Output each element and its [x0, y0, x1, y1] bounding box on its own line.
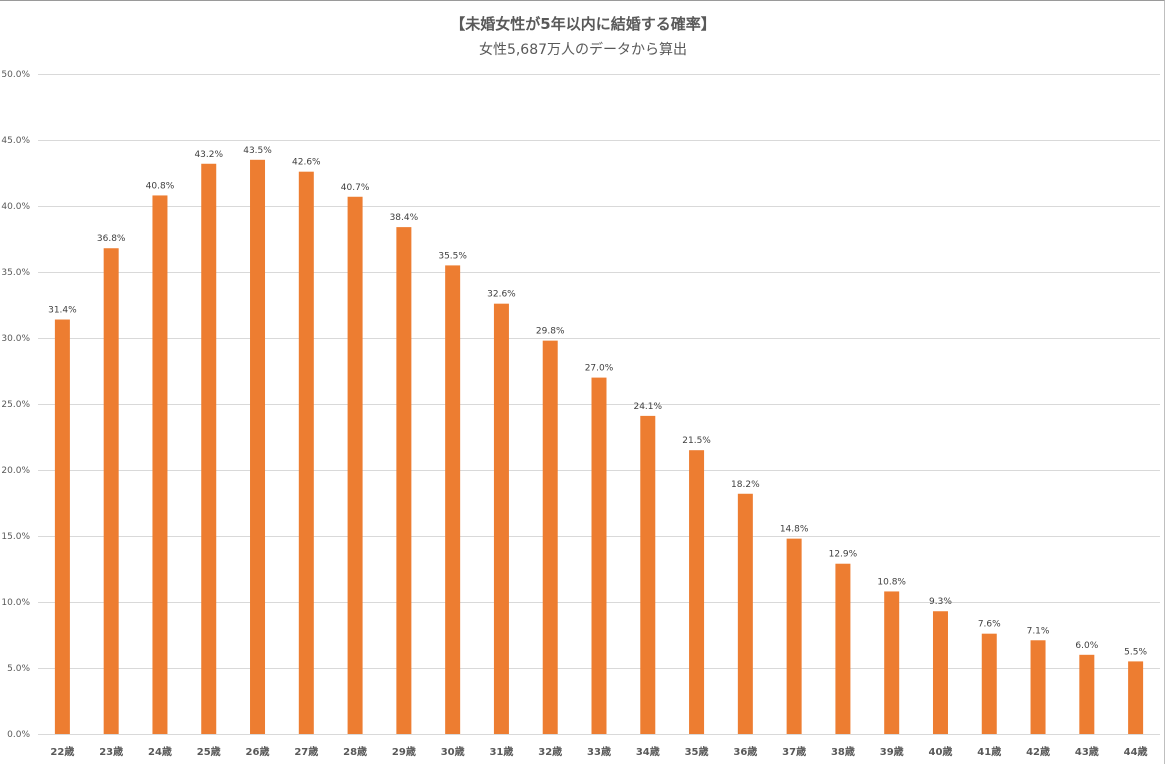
x-axis-category-labels: 22歳 23歳 24歳 25歳 26歳 27歳 28歳 29歳 30歳 31歳 32歳 33歳 34歳 3…: [50, 745, 1147, 758]
bar: [152, 195, 168, 734]
bar-data-label: 9.3%: [929, 597, 952, 607]
bar: [591, 377, 607, 734]
x-category-label: 27歳: [294, 745, 318, 758]
data-labels: 31.4% 36.8% 40.8% 43.2% 43.5% 42.6% 40.7% 38.4%…: [48, 146, 1147, 658]
y-tick-label: 50.0%: [1, 70, 30, 80]
x-category-label: 30歳: [441, 745, 465, 758]
bar: [250, 159, 266, 735]
x-category-label: 29歳: [392, 745, 416, 758]
bar-data-label: 10.8%: [877, 577, 906, 587]
bar-data-label: 36.8%: [97, 234, 126, 244]
bar: [1079, 654, 1095, 734]
bar-data-label: 7.6%: [978, 620, 1001, 630]
y-tick-label: 5.0%: [7, 664, 30, 674]
x-category-label: 34歳: [636, 745, 660, 758]
y-tick-label: 40.0%: [1, 202, 30, 212]
bar-data-label: 5.5%: [1124, 647, 1147, 657]
y-tick-label: 30.0%: [1, 334, 30, 344]
bar-data-label: 42.6%: [292, 158, 321, 168]
x-category-label: 33歳: [587, 745, 611, 758]
bar-data-label: 43.2%: [194, 150, 223, 160]
y-tick-label: 15.0%: [1, 532, 30, 542]
bar-data-label: 40.7%: [341, 183, 370, 193]
bar-data-label: 40.8%: [146, 181, 175, 191]
x-category-label: 43歳: [1075, 745, 1099, 758]
bar: [786, 538, 802, 734]
bars: [54, 159, 1144, 735]
bar-data-label: 38.4%: [390, 213, 419, 223]
x-category-label: 28歳: [343, 745, 367, 758]
bar: [54, 319, 70, 734]
bar-data-label: 32.6%: [487, 290, 516, 300]
bar-data-label: 24.1%: [633, 402, 662, 412]
x-category-label: 36歳: [733, 745, 757, 758]
bar: [1128, 661, 1144, 734]
x-category-label: 24歳: [148, 745, 172, 758]
y-tick-label: 0.0%: [7, 730, 30, 740]
chart-subtitle: 女性5,687万人のデータから算出: [478, 42, 688, 58]
x-category-label: 35歳: [685, 745, 709, 758]
bar-data-label: 21.5%: [682, 436, 711, 446]
x-category-label: 38歳: [831, 745, 855, 758]
chart-title: 【未婚女性が5年以内に結婚する確率】: [450, 15, 716, 33]
bar: [884, 591, 900, 734]
bar: [640, 415, 656, 734]
bar: [201, 163, 217, 734]
y-tick-label: 35.0%: [1, 268, 30, 278]
gridlines: [38, 74, 1160, 735]
bar-data-label: 14.8%: [780, 525, 809, 535]
x-category-label: 41歳: [977, 745, 1001, 758]
y-tick-label: 25.0%: [1, 400, 30, 410]
bar: [298, 171, 314, 734]
y-tick-label: 10.0%: [1, 598, 30, 608]
bar-data-label: 12.9%: [829, 550, 858, 560]
bar-data-label: 18.2%: [731, 480, 760, 490]
bar-data-label: 35.5%: [438, 251, 467, 261]
x-category-label: 25歳: [197, 745, 221, 758]
x-category-label: 37歳: [782, 745, 806, 758]
x-category-label: 39歳: [880, 745, 904, 758]
bar: [103, 248, 119, 735]
x-category-label: 40歳: [929, 745, 953, 758]
y-tick-label: 20.0%: [1, 466, 30, 476]
x-category-label: 23歳: [99, 745, 123, 758]
bar-data-label: 29.8%: [536, 327, 565, 337]
x-category-label: 44歳: [1124, 745, 1148, 758]
bar: [493, 303, 509, 734]
bar: [1030, 640, 1046, 734]
bar: [835, 563, 851, 734]
bar: [932, 611, 948, 734]
bar-data-label: 6.0%: [1075, 641, 1098, 651]
y-tick-label: 45.0%: [1, 136, 30, 146]
bar: [396, 227, 412, 734]
y-axis-tick-labels: 0.0% 5.0% 10.0% 15.0% 20.0% 25.0% 30.0% 35.0% 40…: [1, 70, 30, 740]
bar: [737, 493, 753, 734]
bar: [542, 340, 558, 734]
x-category-label: 42歳: [1026, 745, 1050, 758]
bar-data-label: 31.4%: [48, 306, 77, 316]
bar-data-label: 7.1%: [1027, 626, 1050, 636]
bar: [347, 196, 363, 734]
x-category-label: 32歳: [538, 745, 562, 758]
x-category-label: 26歳: [246, 745, 270, 758]
bar: [445, 265, 461, 734]
bar: [981, 633, 997, 734]
x-category-label: 22歳: [50, 745, 74, 758]
bar-data-label: 27.0%: [585, 364, 614, 374]
x-category-label: 31歳: [489, 745, 513, 758]
bar-data-label: 43.5%: [243, 146, 272, 156]
bar: [689, 450, 705, 734]
